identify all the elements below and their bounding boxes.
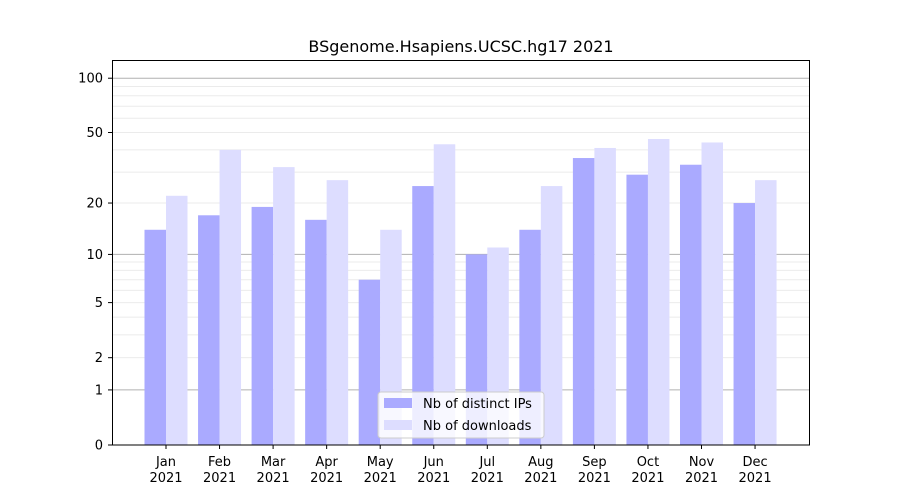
bar-distinct-ips (305, 219, 327, 445)
x-axis: Jan 2021 Feb 2021 Mar 2021 Apr 2021 May 2021 Jun 20… (149, 445, 772, 486)
legend: Nb of distinct IPs Nb of downloads (377, 391, 545, 439)
x-tick-label: Feb 2021 (203, 455, 236, 486)
bar-downloads (755, 180, 777, 445)
bar-distinct-ips (251, 206, 274, 445)
x-tick-label: Apr 2021 (310, 455, 343, 486)
y-tick-label: 10 (86, 248, 103, 263)
x-tick-label: Sep 2021 (578, 455, 611, 486)
plot-frame (112, 60, 810, 446)
bar-downloads (380, 229, 402, 445)
y-tick-label: 0 (95, 439, 103, 454)
y-tick-label: 1 (95, 383, 103, 398)
x-tick-label: Aug 2021 (524, 455, 557, 486)
bar-downloads (166, 195, 188, 445)
bar-downloads (594, 147, 616, 445)
bar-distinct-ips (144, 229, 166, 445)
x-tick-label: Jul 2021 (471, 455, 504, 486)
y-tick-label: 20 (86, 197, 103, 212)
x-tick-label: Mar 2021 (257, 455, 290, 486)
bar-downloads (647, 139, 670, 445)
bar-distinct-ips (626, 174, 648, 445)
bar-distinct-ips (572, 158, 595, 445)
bar-downloads (219, 149, 242, 446)
y-tick-label: 2 (95, 351, 103, 366)
bars (144, 139, 777, 446)
y-tick-label: 5 (95, 296, 103, 311)
bar-distinct-ips (412, 186, 434, 445)
bar-distinct-ips (733, 203, 756, 445)
chart-title: BSgenome.Hsapiens.UCSC.hg17 2021 (308, 37, 613, 56)
y-axis: 0 1 2 5 10 20 50 100 (78, 72, 112, 454)
bar-distinct-ips (680, 164, 702, 445)
bar-downloads (326, 180, 349, 445)
x-tick-label: Jun 2021 (417, 455, 450, 486)
legend-label-downloads: Nb of downloads (423, 419, 532, 434)
legend-label-ips: Nb of distinct IPs (423, 397, 532, 412)
bar-distinct-ips (519, 229, 541, 445)
x-tick-label: May 2021 (364, 455, 397, 486)
x-tick-label: Nov 2021 (685, 455, 718, 486)
bar-downloads (540, 186, 563, 445)
y-tick-label: 100 (78, 72, 103, 87)
legend-swatch-downloads (384, 420, 412, 430)
bar-distinct-ips (198, 215, 220, 445)
bar-downloads (701, 142, 723, 446)
legend-swatch-ips (384, 398, 412, 408)
bar-distinct-ips (358, 279, 381, 445)
bar-downloads (433, 144, 456, 445)
bar-downloads (273, 167, 295, 446)
x-tick-label: Oct 2021 (631, 455, 664, 486)
y-tick-label: 50 (86, 126, 103, 141)
x-tick-label: Dec 2021 (739, 455, 772, 486)
x-tick-label: Jan 2021 (149, 455, 182, 486)
